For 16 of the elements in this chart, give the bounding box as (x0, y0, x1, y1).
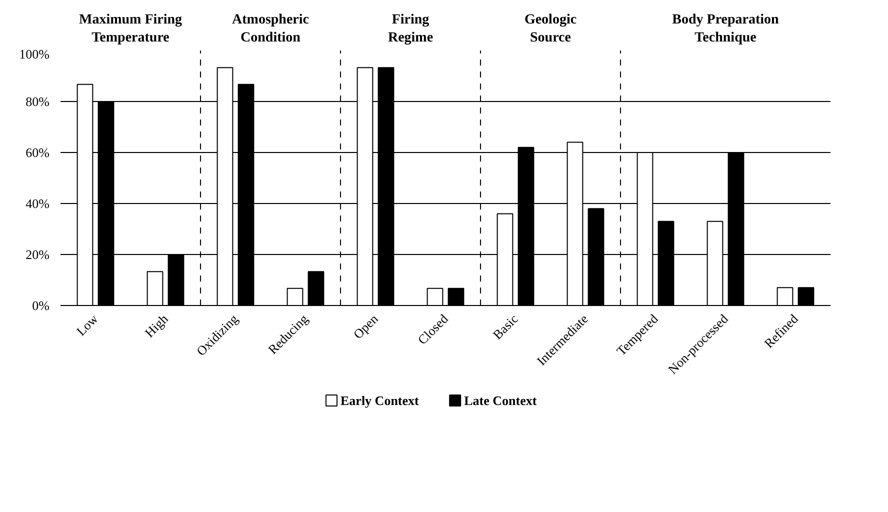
x-tick-label: Open (350, 310, 382, 342)
legend-label: Late Context (464, 393, 538, 408)
y-tick-label: 100% (19, 46, 50, 62)
y-tick-label: 60% (26, 145, 50, 160)
x-tick-label: Low (73, 310, 102, 339)
text: Maximum Firing Temperature (78, 12, 182, 46)
y-tick-label: 20% (26, 247, 50, 262)
text: Firing Regime (388, 12, 434, 46)
y-tick-label: 80% (26, 94, 50, 109)
text: Atmospheric Condition (232, 12, 310, 46)
legend-label: Early Context (340, 393, 420, 408)
text: Body Preparation Technique (672, 12, 780, 46)
x-tick-label: High (142, 310, 172, 340)
y-tick-label: 0% (32, 298, 50, 313)
text: Geologic Source (524, 12, 577, 46)
y-tick-label: 40% (26, 196, 50, 211)
